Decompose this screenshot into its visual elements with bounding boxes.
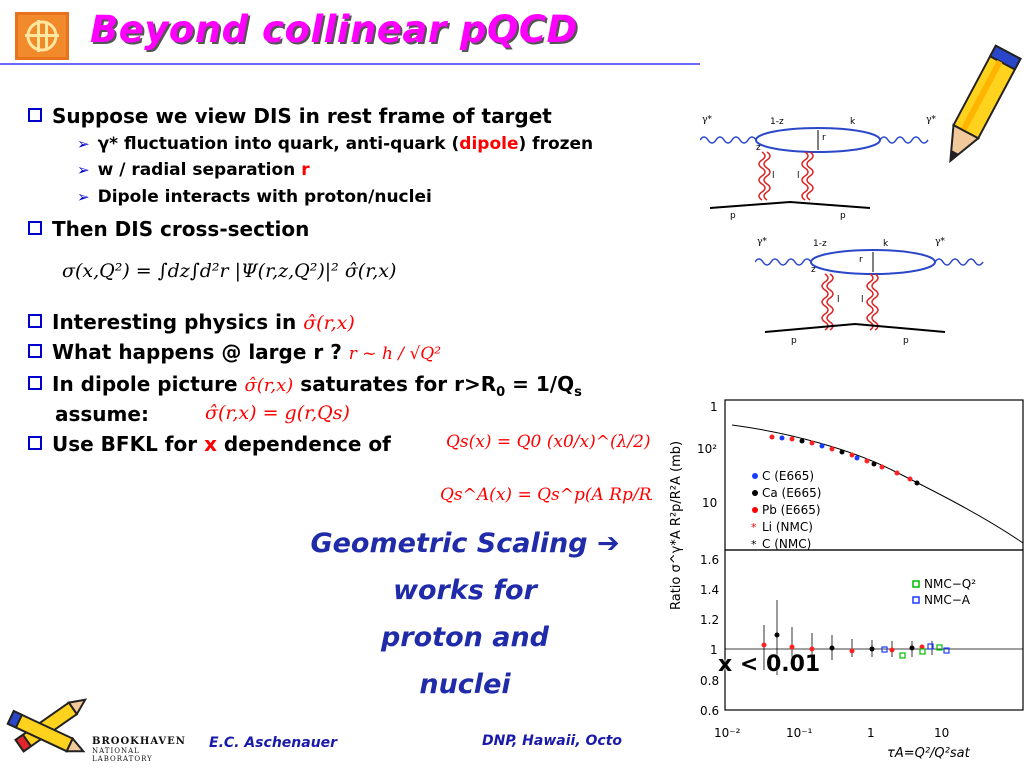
plot-ylabel: Ratio σ^γ*A R²p/R²A (mb) <box>669 441 684 610</box>
svg-text:p: p <box>903 336 909 346</box>
svg-text:γ*: γ* <box>935 237 945 247</box>
footer-author: E.C. Aschenauer <box>209 735 338 751</box>
assume-equation: σ̂(r,x) = g(r,Qs) <box>205 402 350 424</box>
assume-label: assume: <box>55 402 149 426</box>
ytick-bottom-3: 1.2 <box>700 613 719 627</box>
sub-bullet-fluctuation: ➢ γ* fluctuation into quark, anti-quark (… <box>77 134 594 154</box>
svg-text:Li (NMC): Li (NMC) <box>762 520 813 534</box>
xtick-3: 1 <box>867 726 875 740</box>
bullet-bfkl: Use BFKL for x dependence of <box>28 432 391 456</box>
right-arrow-icon: ➔ <box>596 528 620 559</box>
arrow-bullet-icon: ➢ <box>77 161 90 179</box>
svg-text:NMC−A: NMC−A <box>924 593 971 607</box>
bullet-square-icon <box>28 221 42 235</box>
svg-text:l: l <box>861 295 864 305</box>
ytick-top-1: 1 <box>710 400 718 414</box>
svg-text:k: k <box>850 117 856 127</box>
geometric-scaling-callout: Geometric Scaling ➔ works for proton and… <box>300 520 630 708</box>
bullet-dipole-picture: In dipole picture σ̂(r,x) saturates for … <box>28 372 582 400</box>
callout-line-4: nuclei <box>419 669 511 700</box>
ytick-top-3: 10 <box>702 496 717 510</box>
svg-text:l: l <box>837 295 840 305</box>
bullet-square-icon <box>28 314 42 328</box>
gamma-out-label: γ* <box>926 115 936 125</box>
svg-text:p: p <box>791 336 797 346</box>
ratio-points-red <box>761 642 925 654</box>
svg-text:NMC−Q²: NMC−Q² <box>924 577 976 591</box>
bullet-square-icon <box>28 344 42 358</box>
scaling-plot: 1 10² 10 1.6 1.4 1.2 1 0.8 0.6 10⁻² 10⁻¹… <box>652 395 1024 768</box>
plot-xlabel: τA=Q²/Q²sat <box>887 746 971 761</box>
bullet-interesting-physics: Interesting physics in σ̂(r,x) <box>28 310 355 334</box>
svg-text:*: * <box>751 538 757 551</box>
ytick-top-2: 10² <box>697 442 717 456</box>
callout-line-3: proton and <box>380 622 550 653</box>
ratio-points-blue <box>881 643 950 654</box>
callout-line-1: Geometric Scaling ➔ <box>310 528 620 559</box>
svg-text:C (E665): C (E665) <box>762 469 814 483</box>
arrow-bullet-icon: ➢ <box>77 135 90 153</box>
qs-x-equation: Qs(x) = Q0 (x0/x)^(λ/2) <box>446 432 651 452</box>
xtick-4: 10 <box>934 726 949 740</box>
svg-text:r: r <box>859 255 863 265</box>
bullet-large-r: What happens @ large r ? r ~ h / √Q² <box>28 340 441 364</box>
sub-bullet-interacts: ➢ Dipole interacts with proton/nuclei <box>77 187 432 207</box>
svg-text:Ca (E665): Ca (E665) <box>762 486 821 500</box>
pencils-icon <box>6 698 88 753</box>
ytick-bottom-2: 1.4 <box>700 583 719 597</box>
x-range-annotation: x < 0.01 <box>718 652 821 677</box>
bullet-square-icon <box>28 108 42 122</box>
ytick-bottom-1: 1.6 <box>700 553 719 567</box>
qs-a-equation: Qs^A(x) = Qs^p(A Rp/RA)^λ <box>440 485 696 505</box>
legend-top: C (E665) Ca (E665) Pb (E665) * Li (NMC) … <box>751 469 821 551</box>
bullet-square-icon <box>28 436 42 450</box>
bullet-square-icon <box>28 376 42 390</box>
svg-text:γ*: γ* <box>757 237 767 247</box>
brookhaven-logo: BROOKHAVEN NATIONAL LABORATORY <box>92 736 186 763</box>
ytick-bottom-5: 0.8 <box>700 674 719 688</box>
ytick-bottom-4: 1 <box>710 643 718 657</box>
top-data-points <box>769 434 920 486</box>
xtick-2: 10⁻¹ <box>786 726 813 740</box>
footer-conference: DNP, Hawaii, Octo <box>482 733 623 749</box>
svg-text:1-z: 1-z <box>770 117 784 127</box>
svg-text:*: * <box>751 521 757 534</box>
title-divider <box>0 63 700 65</box>
slide-title: Beyond collinear pQCD <box>90 8 578 51</box>
callout-line-2: works for <box>393 575 537 606</box>
svg-text:z: z <box>756 143 761 153</box>
ratio-points-black <box>774 632 915 652</box>
bullet-rest-frame: Suppose we view DIS in rest frame of tar… <box>28 104 552 128</box>
conference-logo-icon <box>15 12 69 60</box>
svg-text:l: l <box>772 171 775 181</box>
svg-text:z: z <box>811 265 816 275</box>
xtick-1: 10⁻² <box>714 726 741 740</box>
r-scale-equation: r ~ h / √Q² <box>348 344 442 364</box>
dipole-diagram-2: γ* γ* 1-z k r z l l p p <box>755 237 984 346</box>
ytick-bottom-6: 0.6 <box>700 704 719 718</box>
legend-bottom: NMC−Q² NMC−A <box>912 577 976 607</box>
svg-text:C (NMC): C (NMC) <box>762 537 811 551</box>
svg-text:r: r <box>822 133 826 143</box>
svg-text:p: p <box>730 211 736 220</box>
svg-text:1-z: 1-z <box>813 239 827 249</box>
svg-text:p: p <box>840 211 846 220</box>
pencil-icon <box>949 44 1022 164</box>
svg-text:k: k <box>883 239 889 249</box>
cross-section-equation: σ(x,Q²) = ∫dz∫d²r |Ψ(r,z,Q²)|² σ̂(r,x) <box>62 260 397 282</box>
ratio-points-green <box>899 644 943 659</box>
sub-bullet-separation: ➢ w / radial separation r <box>77 160 310 180</box>
bullet-cross-section: Then DIS cross-section <box>28 217 309 241</box>
gamma-in-label: γ* <box>702 115 712 125</box>
arrow-bullet-icon: ➢ <box>77 188 90 206</box>
svg-text:l: l <box>797 171 800 181</box>
dipole-diagram-1: γ* γ* 1-z k r z l l p p <box>700 115 936 220</box>
svg-text:Pb (E665): Pb (E665) <box>762 503 821 517</box>
